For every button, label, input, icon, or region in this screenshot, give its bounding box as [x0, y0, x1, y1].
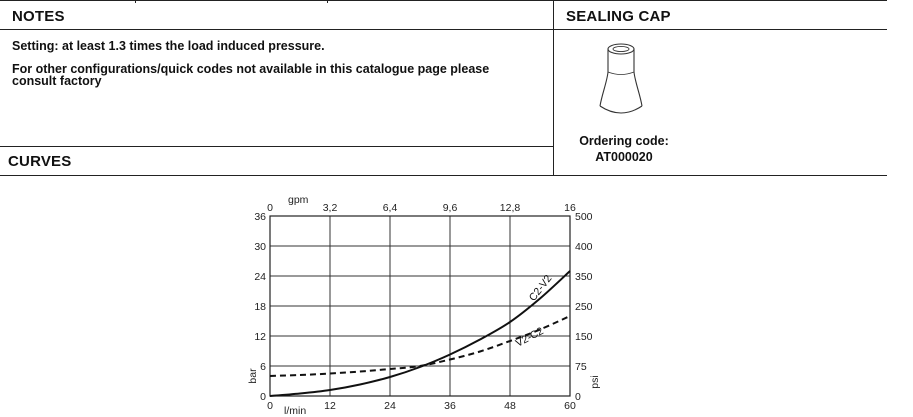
x-top-tick-label: 9,6	[443, 202, 458, 214]
ordering-code-value: AT000020	[595, 150, 653, 164]
y-left-tick-label: 6	[260, 361, 266, 373]
y-right-tick-label: 500	[575, 211, 593, 223]
y-left-unit-label: bar	[247, 368, 259, 384]
x-top-tick-label: 0	[267, 202, 273, 214]
x-bottom-tick-label: 60	[564, 400, 576, 412]
x-top-tick-label: 3,2	[323, 202, 338, 214]
x-bottom-tick-label: 48	[504, 400, 516, 412]
curves-top-rule	[0, 146, 553, 147]
curves-title: CURVES	[8, 153, 72, 170]
x-bottom-tick-label: 36	[444, 400, 456, 412]
notes-title: NOTES	[12, 8, 65, 25]
x-top-tick-label: 12,8	[500, 202, 521, 214]
top-tick-2	[327, 0, 328, 3]
y-right-tick-label: 350	[575, 271, 593, 283]
top-rule	[0, 0, 887, 1]
x-bottom-tick-label: 12	[324, 400, 336, 412]
y-right-tick-label: 150	[575, 331, 593, 343]
notes-header-rule	[0, 29, 887, 30]
y-right-tick-label: 75	[575, 361, 587, 373]
sealing-cap-image	[599, 43, 643, 114]
y-right-unit-label: psi	[589, 375, 601, 388]
notes-line-1: Setting: at least 1.3 times the load ind…	[12, 39, 325, 53]
y-right-tick-label: 400	[575, 241, 593, 253]
ordering-code-label: Ordering code:	[579, 134, 669, 148]
x-top-tick-label: 16	[564, 202, 576, 214]
notes-line-2a: For other configurations/quick codes not…	[12, 62, 490, 76]
x-bottom-unit-label: l/min	[284, 405, 306, 417]
top-tick-1	[135, 0, 136, 3]
x-bottom-tick-label: 0	[267, 400, 273, 412]
x-top-tick-label: 6,4	[383, 202, 398, 214]
series-line-v2-c2	[269, 315, 571, 377]
y-right-tick-label: 250	[575, 301, 593, 313]
y-left-tick-label: 12	[254, 331, 266, 343]
y-left-tick-label: 24	[254, 271, 266, 283]
notes-line-2b: consult factory	[12, 74, 102, 88]
column-divider	[553, 0, 554, 176]
plot-frame	[269, 215, 571, 397]
y-left-tick-label: 30	[254, 241, 266, 253]
x-bottom-tick-label: 24	[384, 400, 396, 412]
y-right-tick-label: 0	[575, 391, 581, 403]
curves-bottom-rule	[0, 175, 887, 176]
series-label-v2-c2: V2-C2	[514, 325, 546, 350]
y-left-tick-label: 18	[254, 301, 266, 313]
x-top-unit-label: gpm	[288, 194, 309, 206]
y-left-tick-label: 36	[254, 211, 266, 223]
y-left-tick-label: 0	[260, 391, 266, 403]
sealing-cap-title: SEALING CAP	[566, 8, 671, 25]
